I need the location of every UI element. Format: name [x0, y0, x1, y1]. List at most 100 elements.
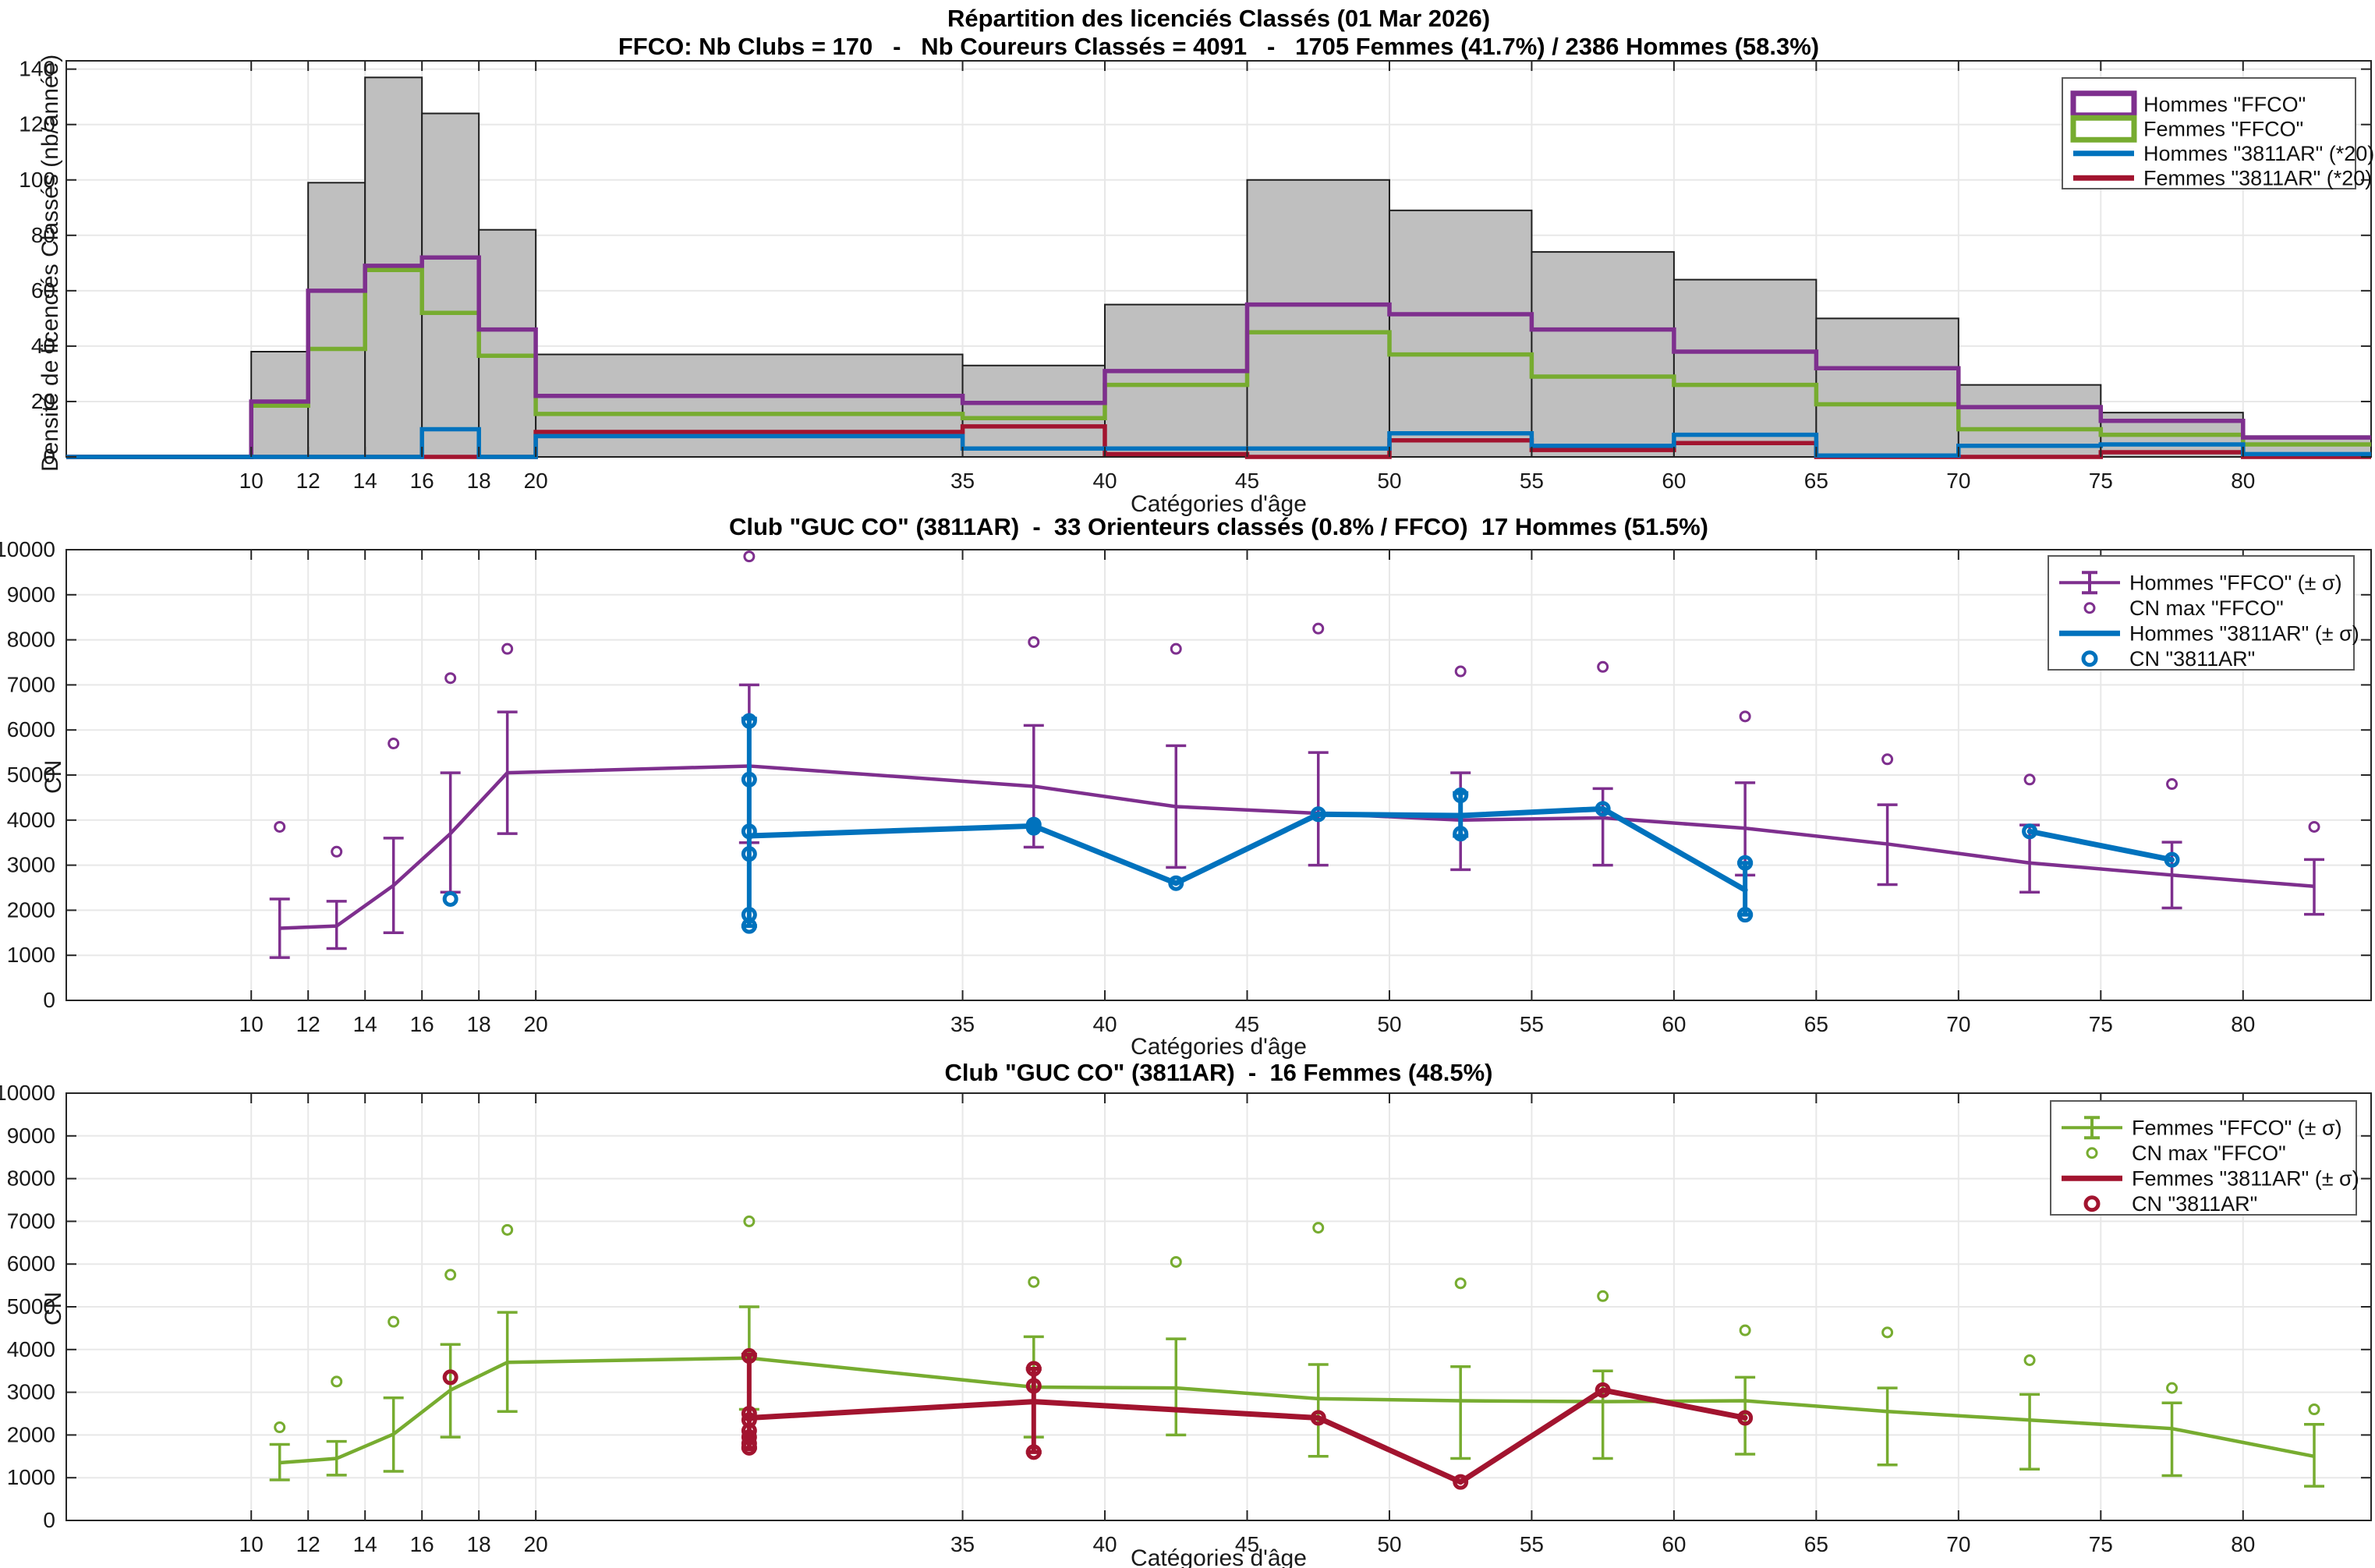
svg-text:7000: 7000 [7, 672, 55, 696]
svg-text:10000: 10000 [0, 537, 55, 561]
svg-text:9000: 9000 [7, 582, 55, 607]
svg-text:45: 45 [1235, 469, 1259, 493]
club-mean-line [746, 1387, 1748, 1485]
svg-text:16: 16 [410, 1532, 434, 1556]
legend-item: Femmes "FFCO" (± σ) [2062, 1116, 2342, 1140]
legend-item: Hommes "FFCO" (± σ) [2059, 571, 2342, 595]
svg-text:50: 50 [1377, 469, 1401, 493]
svg-text:2000: 2000 [7, 897, 55, 922]
svg-text:7000: 7000 [7, 1209, 55, 1233]
svg-text:100: 100 [19, 168, 55, 192]
club-mean-line [746, 805, 1748, 893]
svg-text:20: 20 [524, 1012, 548, 1036]
svg-text:14: 14 [353, 469, 377, 493]
legend-item: CN max "FFCO" [2083, 596, 2284, 620]
svg-text:80: 80 [2231, 469, 2255, 493]
cn-max-markers [274, 550, 2320, 858]
bottom-chart-frame [65, 1092, 2372, 1521]
svg-text:5000: 5000 [7, 1294, 55, 1318]
svg-text:Femmes "FFCO" (± σ): Femmes "FFCO" (± σ) [2132, 1116, 2342, 1139]
legend-item: CN max "FFCO" [2086, 1141, 2286, 1165]
svg-text:18: 18 [467, 1012, 491, 1036]
svg-text:CN "3811AR": CN "3811AR" [2129, 647, 2255, 671]
club-cn-markers [442, 713, 2180, 934]
svg-text:45: 45 [1235, 1532, 1259, 1556]
svg-text:40: 40 [1092, 1532, 1117, 1556]
svg-text:0: 0 [43, 1508, 55, 1532]
svg-text:60: 60 [1662, 1012, 1686, 1036]
svg-text:CN "3811AR": CN "3811AR" [2132, 1192, 2257, 1216]
stairs-femmes_club [66, 424, 2371, 459]
svg-text:75: 75 [2089, 1532, 2113, 1556]
middle-chart-ticks: 10 12 14 16 18 20 35 40 45 50 55 60 65 70 75 80 0 1000 200… [0, 537, 2371, 1036]
stairs-femmes_ffco [66, 267, 2371, 459]
ffco-mean-line [279, 764, 2315, 930]
svg-text:14: 14 [353, 1532, 377, 1556]
histogram-bars [250, 76, 2373, 458]
legend-item: Hommes "3811AR" (± σ) [2059, 621, 2359, 645]
svg-text:35: 35 [950, 1012, 975, 1036]
svg-text:Hommes "FFCO" (± σ): Hommes "FFCO" (± σ) [2129, 571, 2342, 594]
svg-text:10: 10 [239, 1012, 264, 1036]
legend-item: CN "3811AR" [2081, 647, 2255, 671]
svg-text:8000: 8000 [7, 1166, 55, 1191]
svg-text:80: 80 [2231, 1012, 2255, 1036]
svg-text:CN max "FFCO": CN max "FFCO" [2129, 596, 2284, 620]
svg-text:20: 20 [524, 469, 548, 493]
svg-text:70: 70 [1946, 469, 1970, 493]
svg-text:65: 65 [1804, 1532, 1828, 1556]
cn-max-markers [274, 1215, 2320, 1434]
svg-text:140: 140 [19, 57, 55, 81]
middle-chart-legend: Hommes "FFCO" (± σ)CN max "FFCO"Hommes "… [2048, 555, 2359, 671]
svg-text:Hommes "3811AR" (± σ): Hommes "3811AR" (± σ) [2129, 621, 2359, 645]
svg-text:55: 55 [1520, 1532, 1544, 1556]
svg-text:20: 20 [524, 1532, 548, 1556]
svg-text:4000: 4000 [7, 1337, 55, 1361]
svg-text:40: 40 [1092, 1012, 1117, 1036]
svg-text:40: 40 [1092, 469, 1117, 493]
svg-text:55: 55 [1520, 469, 1544, 493]
svg-text:0: 0 [43, 444, 55, 469]
svg-text:60: 60 [31, 278, 55, 303]
svg-text:65: 65 [1804, 1012, 1828, 1036]
bottom-xaxis-label: Catégories d'âge [1131, 1545, 1307, 1568]
figure-title-line2: FFCO: Nb Clubs = 170 - Nb Coureurs Class… [618, 33, 1820, 60]
svg-text:14: 14 [353, 1012, 377, 1036]
svg-text:1000: 1000 [7, 1465, 55, 1489]
svg-text:70: 70 [1946, 1532, 1970, 1556]
ffco-mean-line [279, 1356, 2315, 1465]
svg-text:10000: 10000 [0, 1081, 55, 1105]
svg-text:6000: 6000 [7, 1251, 55, 1276]
svg-text:20: 20 [31, 389, 55, 413]
club-mean-line [2026, 828, 2175, 863]
figure-title-line1: Répartition des licenciés Classés (01 Ma… [947, 5, 1491, 32]
bottom-chart-legend: Femmes "FFCO" (± σ)CN max "FFCO"Femmes "… [2050, 1100, 2359, 1216]
svg-text:12: 12 [296, 469, 320, 493]
middle-plot-title: Club "GUC CO" (3811AR) - 33 Orienteurs c… [728, 513, 1708, 540]
svg-text:10: 10 [239, 1532, 264, 1556]
svg-text:5000: 5000 [7, 763, 55, 787]
bottom-plot-title: Club "GUC CO" (3811AR) - 16 Femmes (48.5… [944, 1059, 1493, 1086]
legend-item: Femmes "FFCO" [2070, 115, 2303, 143]
svg-text:6000: 6000 [7, 717, 55, 742]
svg-text:0: 0 [43, 988, 55, 1012]
legend-item: CN "3811AR" [2083, 1192, 2257, 1216]
svg-text:75: 75 [2089, 1012, 2113, 1036]
top-xaxis-label: Catégories d'âge [1131, 491, 1307, 517]
svg-text:55: 55 [1520, 1012, 1544, 1036]
svg-text:3000: 3000 [7, 853, 55, 877]
legend-item: Femmes "3811AR" (*20) [2073, 166, 2372, 189]
svg-text:65: 65 [1804, 469, 1828, 493]
svg-text:16: 16 [410, 1012, 434, 1036]
svg-text:50: 50 [1377, 1532, 1401, 1556]
svg-text:2000: 2000 [7, 1422, 55, 1446]
svg-text:12: 12 [296, 1012, 320, 1036]
svg-text:Hommes "3811AR" (*20): Hommes "3811AR" (*20) [2143, 142, 2374, 165]
svg-text:40: 40 [31, 334, 55, 358]
ffco-errorbars [269, 683, 2325, 959]
top-chart-legend: Hommes "FFCO"Femmes "FFCO"Hommes "3811AR… [2062, 77, 2374, 189]
svg-text:1000: 1000 [7, 943, 55, 967]
svg-text:Femmes "3811AR" (*20): Femmes "3811AR" (*20) [2143, 166, 2372, 189]
legend-item: Hommes "FFCO" [2070, 90, 2306, 119]
